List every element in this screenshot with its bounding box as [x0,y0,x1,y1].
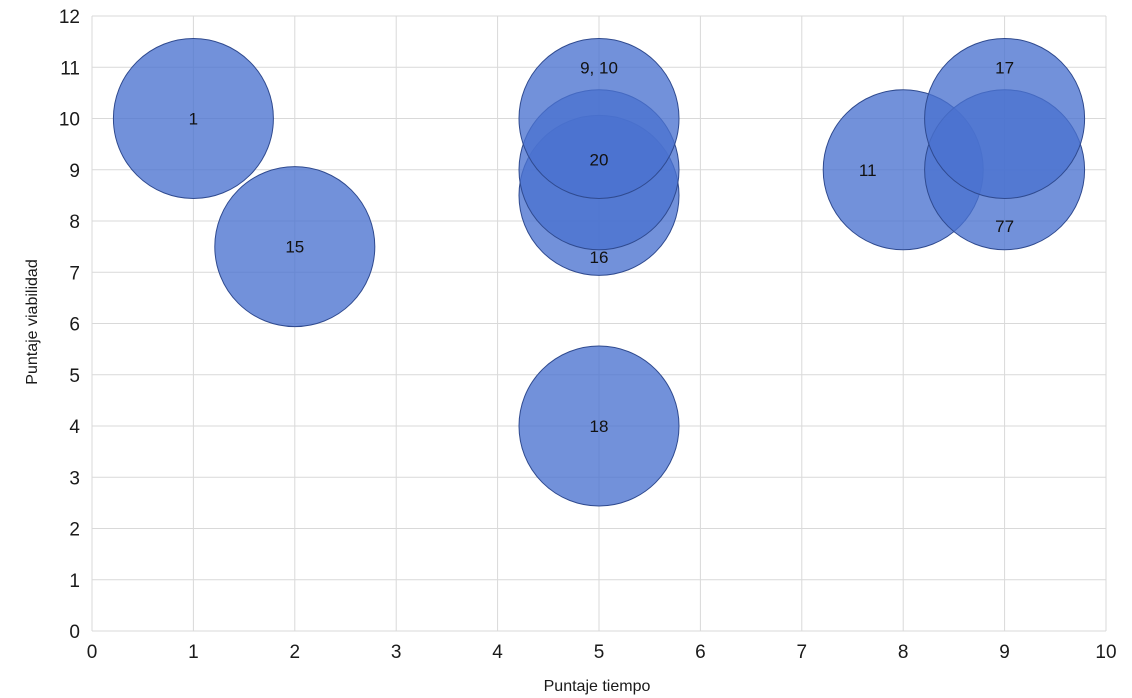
bubble-data-label: 17 [995,58,1014,77]
y-tick-label: 3 [69,468,80,489]
x-tick-label: 4 [492,642,503,663]
bubble-point [112,38,274,199]
x-tick-label: 6 [695,642,706,663]
bubbles [112,38,1086,507]
y-tick-label: 5 [69,366,80,387]
y-tick-label: 10 [59,110,80,131]
bubble-labels: 1 15 16 20 9, 10 18 11 77 17 [189,58,1014,436]
y-tick-label: 0 [69,622,80,643]
x-tick-label: 9 [999,642,1010,663]
bubble-data-label: 11 [859,161,877,180]
y-tick-label: 6 [69,315,80,336]
bubble-data-label: 1 [189,110,198,129]
x-tick-label: 10 [1095,642,1116,663]
y-tick-label: 7 [69,263,80,284]
y-axis-title: Puntaje viabilidad [24,259,41,384]
x-axis-title: Puntaje tiempo [544,678,651,695]
y-tick-label: 9 [69,161,80,182]
y-tick-label: 11 [60,58,80,79]
bubble-data-label: 20 [590,151,609,170]
bubble-data-label: 77 [995,217,1014,236]
y-tick-label: 4 [69,417,80,438]
y-tick-label: 1 [69,571,80,592]
y-tick-label: 12 [59,7,80,28]
x-tick-label: 0 [87,642,98,663]
bubble-data-label: 18 [590,417,609,436]
x-tick-label: 1 [188,642,199,663]
y-tick-label: 2 [69,520,80,541]
bubble-point [214,166,376,328]
x-tick-label: 8 [898,642,909,663]
x-tick-label: 7 [797,642,808,663]
bubble-point [518,345,680,507]
x-tick-label: 5 [594,642,605,663]
x-tick-label: 3 [391,642,402,663]
bubble-data-label: 9, 10 [580,58,618,77]
x-tick-label: 2 [290,642,301,663]
bubble-point [518,38,680,199]
y-tick-label: 8 [69,212,80,233]
bubble-data-label: 15 [285,238,304,257]
bubble-point [924,38,1086,199]
bubble-data-label: 16 [590,248,609,267]
